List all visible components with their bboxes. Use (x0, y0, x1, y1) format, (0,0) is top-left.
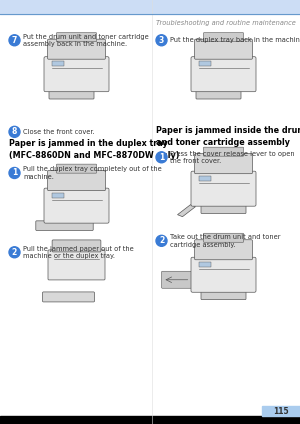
Text: 115: 115 (273, 407, 289, 416)
FancyBboxPatch shape (201, 290, 246, 299)
FancyBboxPatch shape (203, 33, 244, 42)
Text: 2: 2 (159, 236, 164, 245)
Bar (52, 192, 64, 198)
FancyBboxPatch shape (43, 292, 94, 302)
FancyBboxPatch shape (191, 57, 256, 92)
FancyBboxPatch shape (56, 164, 97, 173)
FancyBboxPatch shape (203, 147, 244, 156)
Circle shape (9, 247, 20, 258)
Circle shape (156, 35, 167, 46)
Text: Press the cover release lever to open
the front cover.: Press the cover release lever to open th… (170, 151, 295, 164)
FancyBboxPatch shape (36, 221, 93, 230)
Text: Take out the drum unit and toner
cartridge assembly.: Take out the drum unit and toner cartrid… (170, 234, 280, 248)
FancyBboxPatch shape (195, 153, 252, 174)
FancyBboxPatch shape (52, 240, 101, 252)
FancyBboxPatch shape (48, 39, 105, 59)
FancyBboxPatch shape (201, 204, 246, 213)
Text: Troubleshooting and routine maintenance: Troubleshooting and routine maintenance (156, 20, 296, 26)
Circle shape (156, 235, 167, 246)
FancyBboxPatch shape (48, 250, 105, 280)
Text: Put the drum unit and toner cartridge
assembly back in the machine.: Put the drum unit and toner cartridge as… (23, 33, 149, 47)
FancyBboxPatch shape (44, 57, 109, 92)
Text: Paper is jammed inside the drum unit
and toner cartridge assembly: Paper is jammed inside the drum unit and… (156, 126, 300, 147)
Bar (0, 416, 300, 424)
Polygon shape (178, 205, 196, 217)
Bar (262, 406, 300, 416)
Text: Pull the jammed paper out of the
machine or the duplex tray.: Pull the jammed paper out of the machine… (23, 245, 134, 259)
Text: Pull the duplex tray completely out of the
machine.: Pull the duplex tray completely out of t… (23, 166, 162, 180)
Text: 7: 7 (12, 36, 17, 45)
Bar (199, 262, 211, 267)
FancyBboxPatch shape (196, 89, 241, 99)
Text: Paper is jammed in the duplex tray
(MFC-8860DN and MFC-8870DW only): Paper is jammed in the duplex tray (MFC-… (9, 139, 179, 159)
FancyBboxPatch shape (191, 257, 256, 292)
Text: 8: 8 (12, 127, 17, 137)
Text: Put the duplex tray back in the machine.: Put the duplex tray back in the machine. (170, 37, 300, 43)
Text: 3: 3 (159, 36, 164, 45)
Bar (0, 0, 300, 14)
Text: 1: 1 (159, 153, 164, 162)
Text: 2: 2 (12, 248, 17, 257)
FancyBboxPatch shape (49, 89, 94, 99)
FancyBboxPatch shape (195, 240, 252, 260)
Circle shape (9, 167, 20, 179)
Text: 1: 1 (12, 168, 17, 178)
Bar (199, 61, 211, 66)
FancyBboxPatch shape (203, 233, 244, 242)
FancyBboxPatch shape (161, 271, 191, 288)
Circle shape (9, 126, 20, 137)
FancyBboxPatch shape (48, 170, 105, 191)
FancyBboxPatch shape (195, 39, 252, 59)
Circle shape (9, 35, 20, 46)
Bar (52, 61, 64, 66)
FancyBboxPatch shape (44, 188, 109, 223)
Text: Close the front cover.: Close the front cover. (23, 129, 94, 135)
FancyBboxPatch shape (191, 171, 256, 206)
Bar (199, 176, 211, 181)
Circle shape (156, 152, 167, 163)
FancyBboxPatch shape (56, 33, 97, 42)
